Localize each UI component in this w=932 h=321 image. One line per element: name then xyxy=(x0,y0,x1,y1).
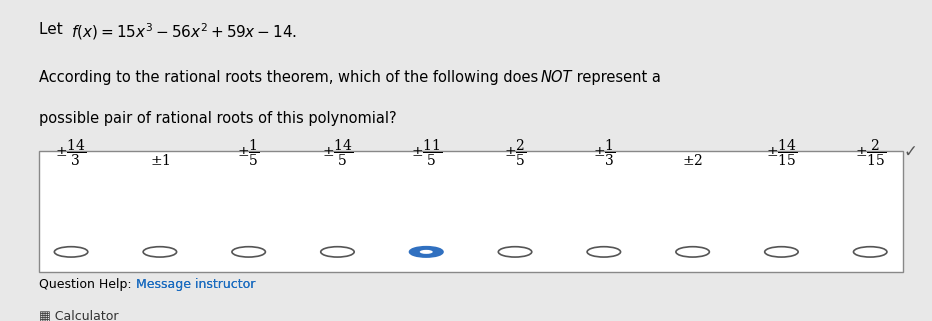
Text: $\pm\dfrac{1}{3}$: $\pm\dfrac{1}{3}$ xyxy=(593,138,615,169)
Text: Message instructor: Message instructor xyxy=(136,278,255,291)
Text: Message instructor: Message instructor xyxy=(136,278,255,291)
Text: NOT: NOT xyxy=(541,71,572,85)
Circle shape xyxy=(419,250,432,254)
Text: $f(x) = 15x^3 - 56x^2 + 59x - 14.$: $f(x) = 15x^3 - 56x^2 + 59x - 14.$ xyxy=(71,22,297,42)
Text: $\checkmark$: $\checkmark$ xyxy=(903,142,916,160)
Text: According to the rational roots theorem, which of the following does: According to the rational roots theorem,… xyxy=(38,71,542,85)
Text: Question Help:: Question Help: xyxy=(38,278,131,291)
Text: $\pm 1$: $\pm 1$ xyxy=(150,153,171,169)
Circle shape xyxy=(409,247,443,257)
Text: $\pm\dfrac{14}{5}$: $\pm\dfrac{14}{5}$ xyxy=(322,138,353,169)
FancyBboxPatch shape xyxy=(38,151,903,272)
Circle shape xyxy=(764,247,798,257)
Circle shape xyxy=(144,247,176,257)
Text: $\pm\dfrac{14}{3}$: $\pm\dfrac{14}{3}$ xyxy=(55,138,87,169)
Text: Let: Let xyxy=(38,22,72,37)
Text: $\pm\dfrac{14}{15}$: $\pm\dfrac{14}{15}$ xyxy=(766,138,797,169)
Text: $\pm\dfrac{2}{5}$: $\pm\dfrac{2}{5}$ xyxy=(504,138,527,169)
Text: $\pm\dfrac{11}{5}$: $\pm\dfrac{11}{5}$ xyxy=(411,138,442,169)
Circle shape xyxy=(676,247,709,257)
Text: $\pm\dfrac{1}{5}$: $\pm\dfrac{1}{5}$ xyxy=(238,138,260,169)
Circle shape xyxy=(587,247,621,257)
Circle shape xyxy=(54,247,88,257)
Circle shape xyxy=(854,247,887,257)
Circle shape xyxy=(499,247,532,257)
Circle shape xyxy=(232,247,266,257)
Text: represent a: represent a xyxy=(572,71,661,85)
Text: $\pm\dfrac{2}{15}$: $\pm\dfrac{2}{15}$ xyxy=(855,138,885,169)
Text: $\pm 2$: $\pm 2$ xyxy=(682,153,703,169)
Text: possible pair of rational roots of this polynomial?: possible pair of rational roots of this … xyxy=(38,111,396,126)
Circle shape xyxy=(321,247,354,257)
Text: ▦ Calculator: ▦ Calculator xyxy=(38,309,118,321)
